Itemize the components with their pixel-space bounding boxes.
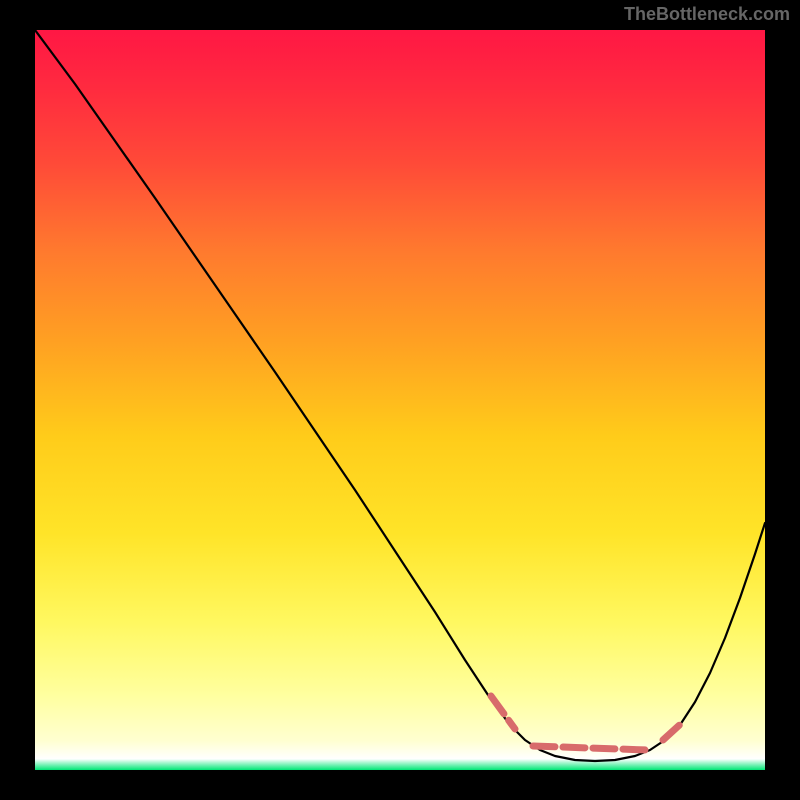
plot-area — [35, 30, 765, 770]
watermark-text: TheBottleneck.com — [624, 4, 790, 25]
curve-layer — [35, 30, 765, 770]
bottleneck-curve — [35, 30, 765, 761]
chart-container: TheBottleneck.com — [0, 0, 800, 800]
highlight-dashes — [491, 696, 685, 750]
